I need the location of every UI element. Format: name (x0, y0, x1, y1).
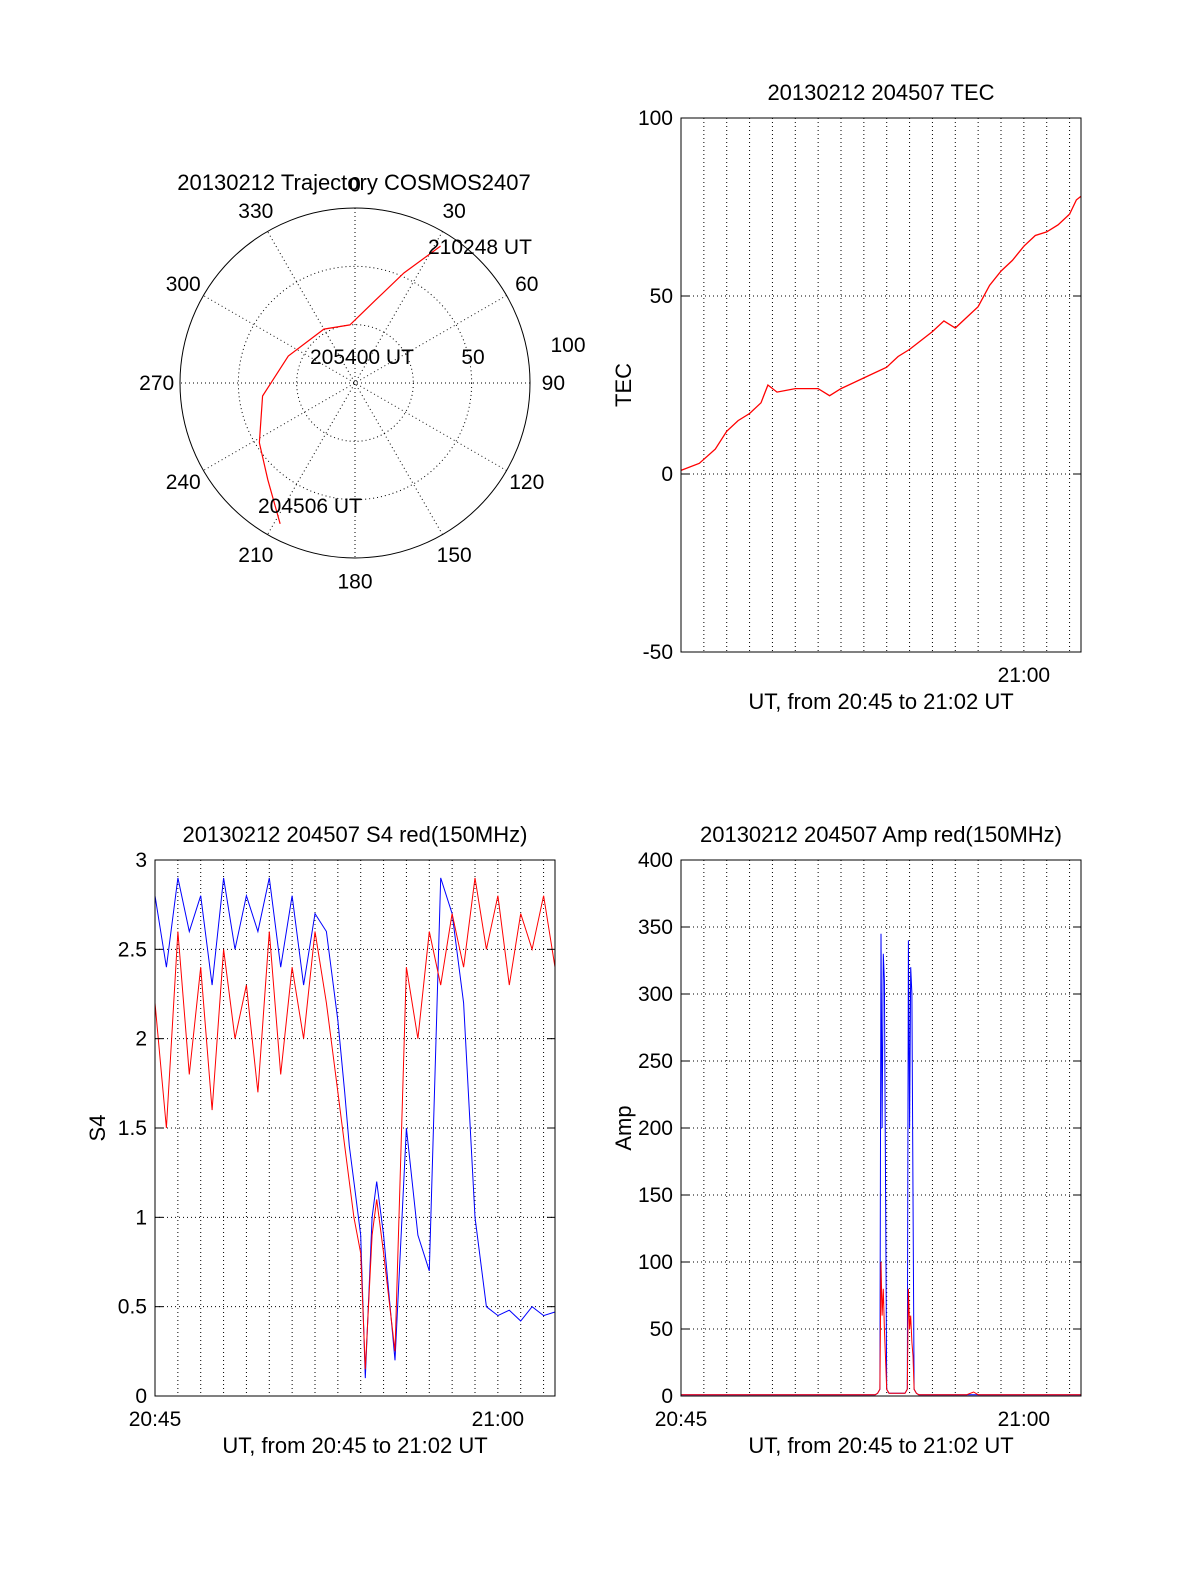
y-axis-label: TEC (611, 363, 636, 407)
x-tick-label: 21:00 (998, 1408, 1051, 1431)
y-tick-label: 350 (638, 916, 673, 939)
chart-title: 20130212 204507 S4 red(150MHz) (183, 822, 528, 847)
y-tick-label: 0 (661, 1385, 673, 1408)
y-tick-label: 0.5 (118, 1296, 147, 1319)
start-time-label: 204506 UT (258, 495, 362, 518)
x-tick-label: 21:00 (998, 664, 1051, 687)
y-tick-label: 150 (638, 1184, 673, 1207)
s4-chart: 0 0.5 1 1.5 2 2.5 3 20:45 21:00 20130212 204507 S… (85, 822, 556, 1458)
y-tick-label: -50 (643, 641, 673, 664)
y-tick-label: 50 (650, 1318, 673, 1341)
y-tick-label: 200 (638, 1117, 673, 1140)
elevation-label: 100 (550, 334, 585, 357)
x-tick-label: 21:00 (472, 1408, 525, 1431)
y-tick-label: 50 (650, 285, 673, 308)
polar-grid-ring-1 (296, 324, 414, 442)
azimuth-label: 60 (515, 273, 538, 296)
y-tick-label: 2 (135, 1028, 147, 1051)
y-axis-label: S4 (85, 1115, 110, 1142)
x-axis-label: UT, from 20:45 to 21:02 UT (748, 689, 1013, 714)
y-tick-label: 1.5 (118, 1117, 147, 1140)
azimuth-label: 270 (139, 372, 174, 395)
azimuth-label: 300 (166, 273, 201, 296)
chart-title: 20130212 Trajectory COSMOS2407 (177, 170, 530, 195)
y-tick-label: 400 (638, 849, 673, 872)
y-tick-label: 100 (638, 107, 673, 130)
azimuth-label: 120 (509, 471, 544, 494)
azimuth-label: 30 (442, 200, 465, 223)
y-tick-label: 1 (135, 1206, 147, 1229)
amp-chart: 0 50 100 150 200 250 300 350 400 20:45 21:00 201302… (611, 822, 1082, 1458)
x-tick-label: 20:45 (655, 1408, 708, 1431)
series-line-1 (154, 877, 556, 1370)
chart-title: 20130212 204507 Amp red(150MHz) (700, 822, 1062, 847)
elevation-label: 50 (461, 346, 484, 369)
mid-time-label: 205400 UT (310, 346, 414, 369)
y-tick-label: 3 (135, 849, 147, 872)
azimuth-label: 180 (337, 570, 372, 593)
azimuth-label: 0 (349, 174, 361, 197)
chart-title: 20130212 204507 TEC (767, 80, 994, 105)
polar-grid-ring-0 (237, 265, 473, 501)
azimuth-label: 90 (542, 372, 565, 395)
polar-trajectory-chart: 0 30 60 90 120 150 180 210 240 270 300 330 50 100 2013… (139, 170, 585, 593)
azimuth-label: 210 (238, 544, 273, 567)
x-tick-label: 20:45 (129, 1408, 182, 1431)
y-tick-label: 300 (638, 983, 673, 1006)
y-axis-label: Amp (611, 1105, 636, 1150)
plot-frame (680, 117, 1082, 653)
tec-chart: -50 0 50 100 21:00 20130212 204507 TEC UT, fro… (611, 80, 1082, 714)
x-axis-label: UT, from 20:45 to 21:02 UT (222, 1433, 487, 1458)
series-line-1 (681, 1261, 1081, 1396)
trajectory-line (258, 245, 441, 524)
x-axis-label: UT, from 20:45 to 21:02 UT (748, 1433, 1013, 1458)
azimuth-label: 330 (238, 200, 273, 223)
y-tick-label: 0 (661, 463, 673, 486)
series-line-0 (154, 877, 556, 1379)
series-line-0 (680, 195, 1082, 472)
polar-outer-circle (179, 207, 531, 559)
y-tick-label: 2.5 (118, 938, 147, 961)
y-tick-label: 250 (638, 1050, 673, 1073)
y-tick-label: 100 (638, 1251, 673, 1274)
azimuth-label: 150 (437, 544, 472, 567)
series-line-0 (681, 933, 1081, 1396)
azimuth-label: 240 (166, 471, 201, 494)
y-tick-label: 0 (135, 1385, 147, 1408)
end-time-label: 210248 UT (428, 236, 532, 259)
